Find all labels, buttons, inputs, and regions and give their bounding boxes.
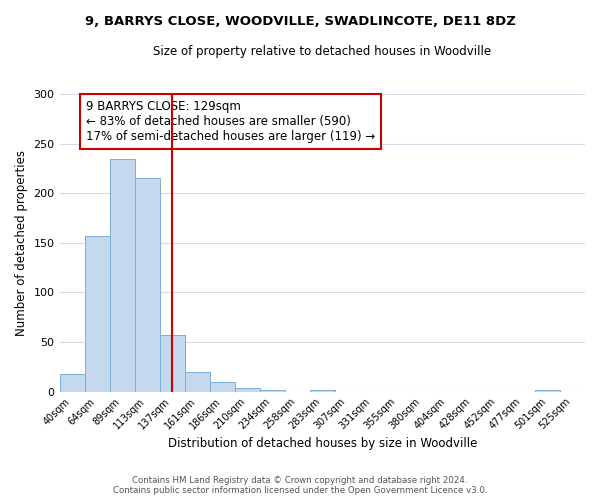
Bar: [260, 390, 285, 392]
Bar: [535, 390, 560, 392]
Bar: [85, 236, 110, 392]
Bar: [134, 178, 160, 392]
Bar: [185, 372, 209, 392]
Bar: [59, 374, 85, 392]
Bar: [235, 388, 260, 392]
X-axis label: Distribution of detached houses by size in Woodville: Distribution of detached houses by size …: [167, 437, 477, 450]
Bar: [160, 335, 185, 392]
Bar: [110, 160, 134, 392]
Y-axis label: Number of detached properties: Number of detached properties: [15, 150, 28, 336]
Bar: [209, 382, 235, 392]
Text: 9 BARRYS CLOSE: 129sqm
← 83% of detached houses are smaller (590)
17% of semi-de: 9 BARRYS CLOSE: 129sqm ← 83% of detached…: [86, 100, 375, 143]
Title: Size of property relative to detached houses in Woodville: Size of property relative to detached ho…: [153, 45, 491, 58]
Bar: [310, 390, 335, 392]
Text: 9, BARRYS CLOSE, WOODVILLE, SWADLINCOTE, DE11 8DZ: 9, BARRYS CLOSE, WOODVILLE, SWADLINCOTE,…: [85, 15, 515, 28]
Text: Contains HM Land Registry data © Crown copyright and database right 2024.
Contai: Contains HM Land Registry data © Crown c…: [113, 476, 487, 495]
